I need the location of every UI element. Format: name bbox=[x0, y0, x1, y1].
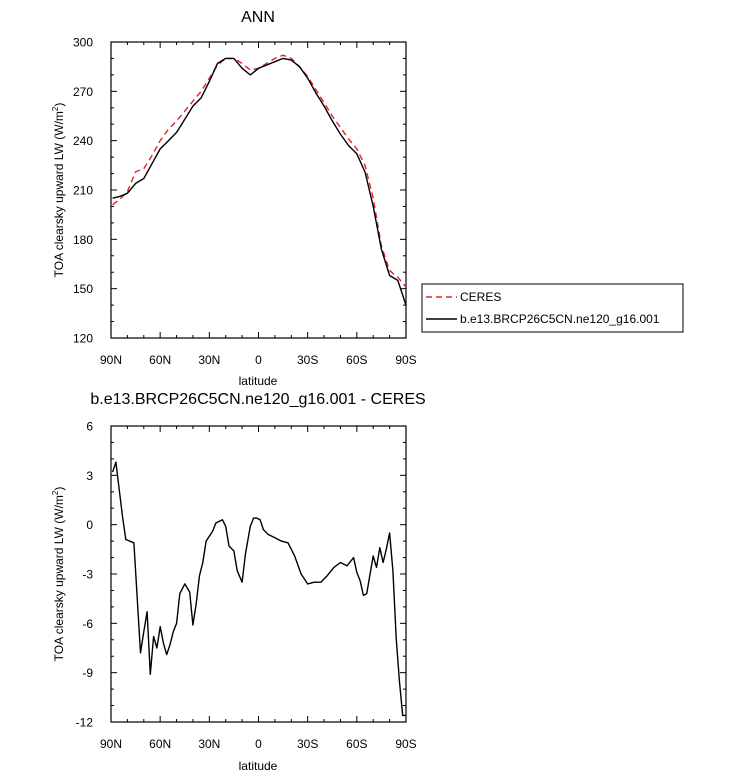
top-x-tick-label: 90S bbox=[395, 353, 416, 367]
bottom-y-axis-label: TOA clearsky upward LW (W/m2) bbox=[51, 487, 66, 662]
top-x-tick-label: 0 bbox=[255, 353, 262, 367]
top-y-ticks: 120 150 180 210 240 270 300 bbox=[73, 36, 406, 346]
bottom-x-ticks: 90N 60N 30N 0 30S 60S 90S bbox=[100, 426, 417, 751]
bottom-y-tick-label: -6 bbox=[82, 617, 93, 631]
top-x-ticks: 90N 60N 30N 0 30S 60S 90S bbox=[100, 42, 417, 367]
bottom-chart-title: b.e13.BRCP26C5CN.ne120_g16.001 - CERES bbox=[90, 391, 425, 408]
top-plot-frame bbox=[110, 41, 407, 339]
bottom-series bbox=[111, 461, 406, 717]
top-y-tick-label: 150 bbox=[73, 282, 93, 296]
top-x-tick-label: 90N bbox=[100, 353, 122, 367]
legend-label-model: b.e13.BRCP26C5CN.ne120_g16.001 bbox=[460, 312, 660, 326]
top-series-line-ceres bbox=[112, 54, 407, 288]
bottom-y-tick-label: -9 bbox=[82, 666, 93, 680]
top-chart-title: ANN bbox=[241, 9, 275, 26]
bottom-x-tick-label: 90N bbox=[100, 737, 122, 751]
bottom-y-tick-label: 3 bbox=[86, 469, 93, 483]
top-y-axis-label: TOA clearsky upward LW (W/m2) bbox=[51, 103, 66, 278]
top-y-tick-label: 240 bbox=[73, 134, 93, 148]
legend-label-ceres: CERES bbox=[460, 290, 501, 304]
top-x-tick-label: 60S bbox=[346, 353, 367, 367]
top-x-tick-label: 30N bbox=[198, 353, 220, 367]
bottom-x-tick-label: 30S bbox=[297, 737, 318, 751]
top-panel: ANN 120 150 180 210 240 270 300 90N 60N 30N 0 30S 6… bbox=[51, 9, 684, 388]
top-y-tick-label: 120 bbox=[73, 332, 93, 346]
bottom-x-tick-label: 30N bbox=[198, 737, 220, 751]
bottom-x-tick-label: 0 bbox=[255, 737, 262, 751]
top-x-tick-label: 30S bbox=[297, 353, 318, 367]
bottom-x-tick-label: 60S bbox=[346, 737, 367, 751]
bottom-panel: b.e13.BRCP26C5CN.ne120_g16.001 - CERES -… bbox=[51, 391, 426, 773]
bottom-y-tick-label: -12 bbox=[76, 716, 94, 730]
bottom-x-tick-label: 60N bbox=[149, 737, 171, 751]
top-y-tick-label: 210 bbox=[73, 184, 93, 198]
bottom-y-tick-label: 6 bbox=[86, 420, 93, 434]
bottom-series-line-difference bbox=[111, 461, 406, 717]
bottom-x-tick-label: 90S bbox=[395, 737, 416, 751]
bottom-plot-frame bbox=[110, 425, 407, 723]
top-y-tick-label: 180 bbox=[73, 233, 93, 247]
top-x-axis-label: latitude bbox=[239, 374, 278, 388]
bottom-y-tick-label: -3 bbox=[82, 568, 93, 582]
top-y-tick-label: 300 bbox=[73, 36, 93, 50]
bottom-y-tick-label: 0 bbox=[86, 518, 93, 532]
bottom-y-ticks: -12 -9 -6 -3 0 3 6 bbox=[76, 420, 406, 730]
top-y-tick-label: 270 bbox=[73, 85, 93, 99]
top-series bbox=[112, 54, 407, 306]
legend-box bbox=[421, 283, 684, 333]
top-series-line-model bbox=[112, 57, 407, 306]
top-x-tick-label: 60N bbox=[149, 353, 171, 367]
legend: CERES b.e13.BRCP26C5CN.ne120_g16.001 bbox=[421, 283, 684, 333]
bottom-x-axis-label: latitude bbox=[239, 759, 278, 773]
